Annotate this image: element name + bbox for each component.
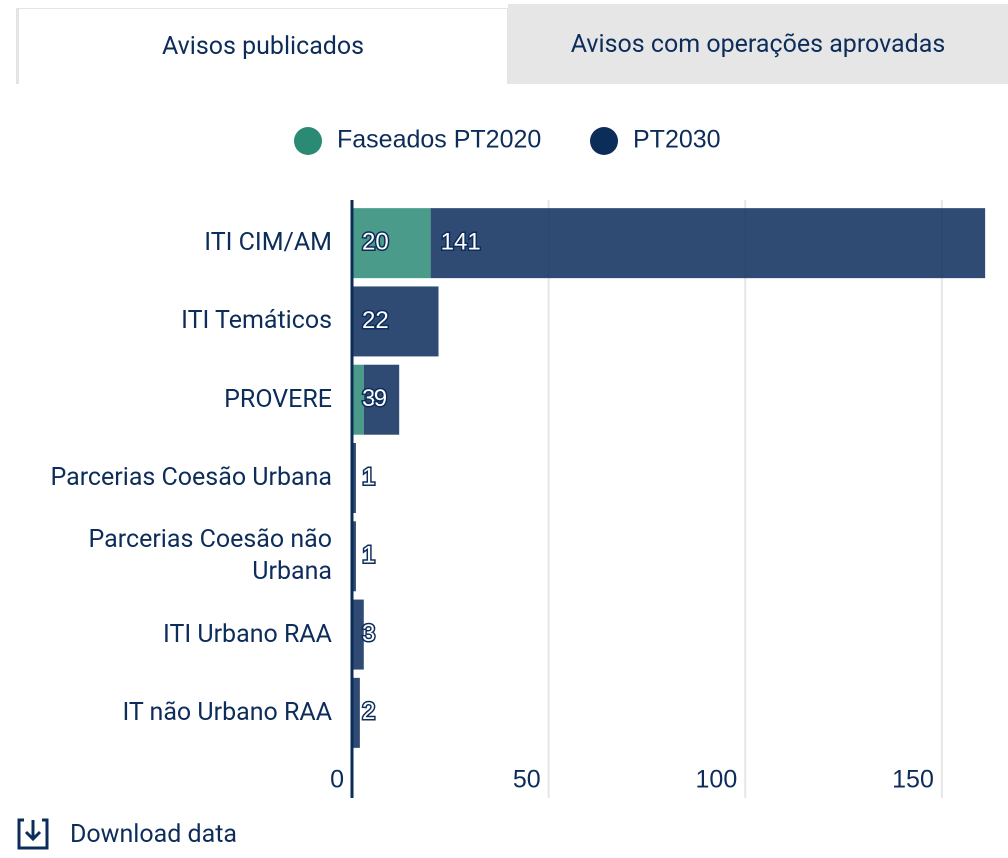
x-tick-label: 150 — [892, 766, 934, 794]
legend-marker — [294, 127, 322, 155]
data-label: 2 — [362, 698, 375, 725]
bar — [352, 677, 360, 748]
tab-edge — [16, 8, 19, 84]
data-label: 141 — [441, 228, 481, 255]
category-label: Parcerias Coesão não Urbana — [88, 525, 332, 587]
bar — [352, 443, 356, 513]
data-label: 3 — [362, 385, 375, 412]
bar — [352, 208, 431, 279]
category-label: ITI CIM/AM — [204, 228, 332, 258]
data-label: 1 — [362, 463, 375, 490]
bar — [430, 208, 986, 279]
download-text[interactable]: Download data — [70, 819, 237, 849]
bar — [352, 599, 364, 670]
bar — [352, 521, 356, 592]
category-label: IT não Urbano RAA — [122, 697, 332, 727]
legend-marker — [590, 127, 618, 155]
category-label: ITI Temáticos — [181, 306, 332, 336]
data-label: 20 — [362, 228, 389, 255]
data-label: 3 — [362, 620, 375, 647]
x-tick-label: 50 — [513, 766, 541, 794]
category-label: ITI Urbano RAA — [163, 619, 332, 649]
bar — [352, 364, 364, 435]
data-label: 22 — [362, 307, 389, 334]
data-label: 9 — [374, 385, 387, 412]
bar — [352, 286, 439, 357]
x-tick-label: 0 — [330, 766, 344, 794]
tab[interactable]: Avisos com operações aprovadas — [508, 4, 1008, 84]
legend-label: PT2030 — [633, 126, 721, 154]
download-link[interactable]: Download data — [16, 816, 237, 852]
category-label: PROVERE — [224, 384, 332, 414]
tab-active[interactable]: Avisos publicados — [18, 8, 508, 84]
legend-label: Faseados PT2020 — [337, 126, 541, 154]
bar — [363, 364, 400, 435]
x-tick-label: 100 — [696, 766, 738, 794]
download-icon — [17, 818, 49, 850]
category-label: Parcerias Coesão Urbana — [50, 463, 332, 492]
data-label: 1 — [362, 542, 375, 569]
